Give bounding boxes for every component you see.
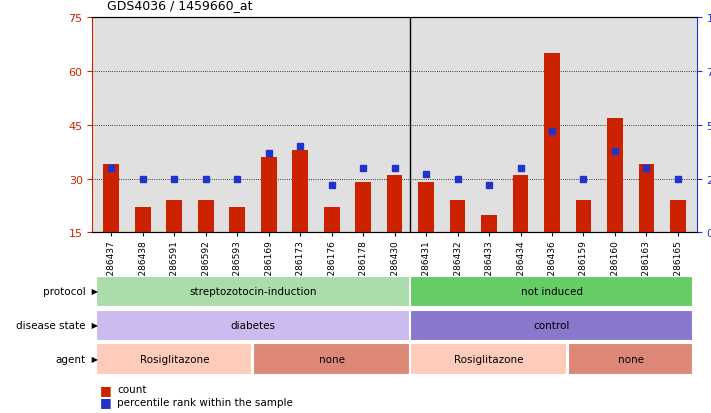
Bar (95, 276, 409, 306)
Text: diabetes: diabetes (230, 320, 275, 330)
Text: percentile rank within the sample: percentile rank within the sample (117, 397, 293, 407)
Bar (607, 119, 623, 233)
Text: none: none (319, 354, 345, 364)
Text: ▶: ▶ (89, 287, 98, 296)
Text: Rosiglitazone: Rosiglitazone (139, 354, 209, 364)
Text: not induced: not induced (521, 286, 583, 296)
Bar (253, 344, 409, 374)
Text: disease state: disease state (16, 320, 85, 330)
Bar (356, 183, 371, 233)
Bar (230, 208, 245, 233)
Bar (576, 201, 592, 233)
Bar (513, 176, 528, 233)
Bar (135, 208, 151, 233)
Bar (95, 344, 252, 374)
Bar (103, 165, 119, 233)
Text: ■: ■ (100, 395, 112, 408)
Text: streptozotocin-induction: streptozotocin-induction (189, 286, 316, 296)
Bar (410, 276, 692, 306)
Bar (324, 208, 340, 233)
Bar (638, 165, 654, 233)
Bar (166, 201, 182, 233)
Text: control: control (534, 320, 570, 330)
Bar (449, 201, 466, 233)
Text: protocol: protocol (43, 286, 85, 296)
Text: agent: agent (55, 354, 85, 364)
Text: none: none (618, 354, 643, 364)
Bar (387, 176, 402, 233)
Text: ■: ■ (100, 383, 112, 396)
Bar (544, 54, 560, 233)
Text: ▶: ▶ (89, 320, 98, 330)
Bar (418, 183, 434, 233)
Bar (410, 344, 566, 374)
Bar (198, 201, 213, 233)
Bar (670, 201, 686, 233)
Text: Rosiglitazone: Rosiglitazone (454, 354, 524, 364)
Text: ▶: ▶ (89, 354, 98, 363)
Bar (261, 158, 277, 233)
Text: count: count (117, 385, 146, 394)
Bar (567, 344, 692, 374)
Bar (95, 310, 409, 340)
Bar (292, 151, 308, 233)
Bar (410, 310, 692, 340)
Text: GDS4036 / 1459660_at: GDS4036 / 1459660_at (107, 0, 252, 12)
Bar (481, 215, 497, 233)
